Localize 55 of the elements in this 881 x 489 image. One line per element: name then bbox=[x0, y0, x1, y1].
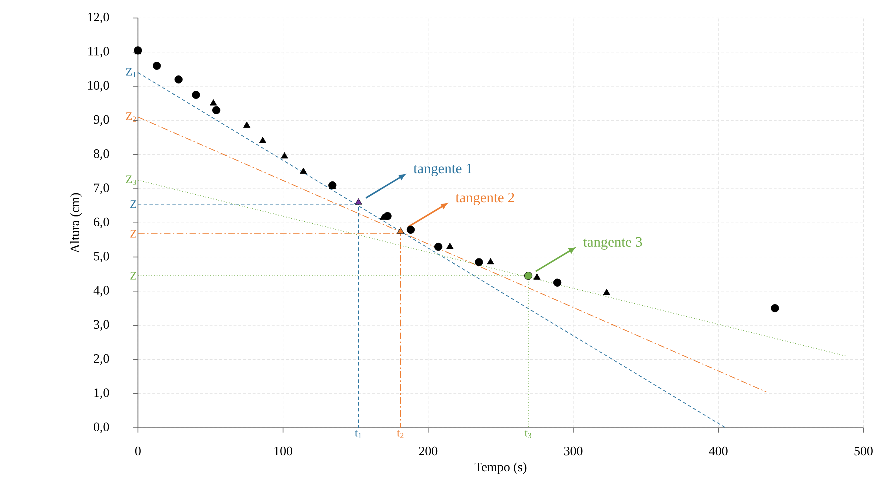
point bbox=[355, 198, 362, 205]
annotation: t$_{3}$ bbox=[524, 430, 532, 438]
x-tick-label: 0 bbox=[135, 446, 141, 456]
y-axis-title: Altura (cm) bbox=[70, 193, 82, 254]
annotation: Z bbox=[130, 200, 136, 208]
point bbox=[603, 288, 610, 296]
x-tick-label: 100 bbox=[274, 446, 292, 456]
y-tick-label: 3,0 bbox=[94, 320, 110, 331]
annotation: tangente 2 bbox=[456, 192, 514, 206]
point bbox=[487, 258, 494, 264]
x-tick-label: 500 bbox=[854, 446, 873, 456]
y-tick-label: 1,0 bbox=[94, 388, 110, 399]
annotation: t$_{1}$ bbox=[355, 430, 362, 438]
x-tick-label: 400 bbox=[709, 446, 728, 456]
point bbox=[434, 242, 443, 251]
annotation: Z$_{3}$ bbox=[126, 176, 136, 185]
point bbox=[152, 62, 162, 70]
y-tick-label: 12,0 bbox=[88, 12, 110, 24]
annotation: Z bbox=[130, 230, 136, 238]
point bbox=[475, 258, 484, 266]
point bbox=[259, 136, 267, 144]
y-tick-label: 8,0 bbox=[94, 149, 110, 160]
y-tick-label: 7,0 bbox=[94, 183, 110, 194]
point bbox=[771, 304, 780, 312]
annotation: Z bbox=[130, 272, 136, 280]
x-tick-label: 300 bbox=[564, 446, 583, 456]
annotation: Z$_{2}$ bbox=[126, 112, 136, 122]
annotation: t$_{2}$ bbox=[397, 430, 404, 438]
point bbox=[281, 152, 288, 158]
annotation: Z$_{1}$ bbox=[126, 68, 136, 78]
y-tick-label: 6,0 bbox=[94, 218, 110, 228]
y-tick-label: 5,0 bbox=[94, 252, 110, 262]
point bbox=[553, 278, 562, 287]
point bbox=[243, 122, 251, 128]
x-axis-title: Tempo (s) bbox=[474, 462, 527, 474]
y-tick-label: 9,0 bbox=[94, 115, 110, 126]
point bbox=[192, 90, 200, 99]
y-tick-label: 11,0 bbox=[88, 46, 110, 58]
y-tick-label: 10,0 bbox=[88, 81, 110, 92]
point bbox=[406, 226, 416, 234]
y-tick-label: 2,0 bbox=[94, 354, 110, 365]
point bbox=[300, 168, 308, 174]
x-tick-label: 200 bbox=[419, 446, 438, 456]
point bbox=[524, 272, 533, 280]
point bbox=[380, 214, 387, 220]
point bbox=[534, 273, 541, 280]
point bbox=[446, 242, 454, 249]
annotation: tangente 1 bbox=[414, 164, 472, 176]
y-tick-label: 0,0 bbox=[94, 422, 110, 434]
point bbox=[210, 99, 218, 106]
point bbox=[397, 227, 404, 234]
y-tick-label: 4,0 bbox=[94, 286, 110, 296]
point bbox=[212, 106, 221, 114]
annotation: tangente 3 bbox=[584, 237, 642, 250]
point bbox=[174, 75, 183, 84]
